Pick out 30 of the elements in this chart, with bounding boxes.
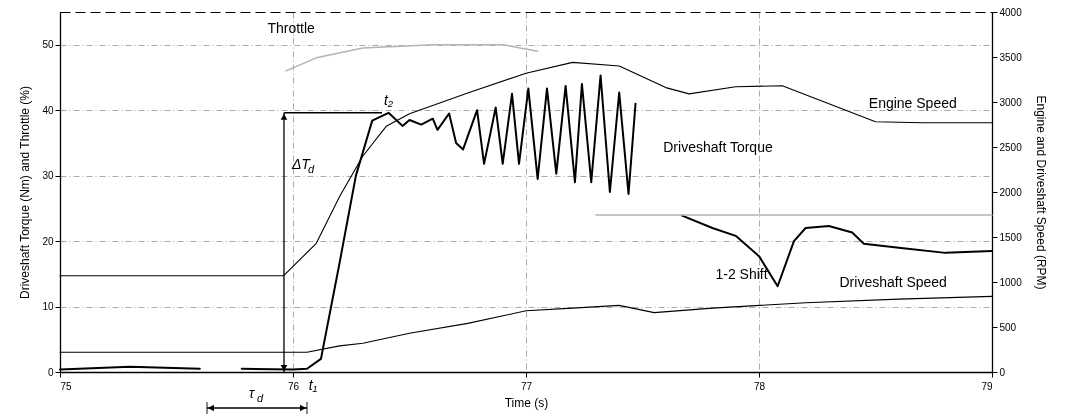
y2-tick-label: 0 <box>999 366 1006 378</box>
annotation: 1-2 Shift <box>715 266 768 283</box>
x-tick-label: 78 <box>753 380 766 392</box>
y2-tick-label: 1500 <box>999 231 1023 243</box>
x-tick-label: 79 <box>981 380 993 392</box>
x-tick-label: 76 <box>287 380 300 392</box>
y-tick-label: 20 <box>42 235 54 247</box>
y2-tick-label: 1000 <box>999 276 1023 288</box>
y2-tick-label: 500 <box>999 321 1017 333</box>
annotation: t₁ <box>308 377 318 393</box>
series-label: Throttle <box>267 19 316 36</box>
y2-tick-label: 3000 <box>999 96 1023 108</box>
y-tick-label: 10 <box>42 301 54 313</box>
annotation: t₂ <box>383 91 394 108</box>
series-label: Engine Speed <box>868 95 957 112</box>
x-tick-label: 77 <box>520 380 533 392</box>
x-tick-label: 75 <box>60 380 73 392</box>
y2-tick-label: 2000 <box>999 186 1023 198</box>
y2-tick-label: 2500 <box>999 141 1023 153</box>
y-tick-label: 40 <box>42 104 54 116</box>
y2-axis-title: Engine and Driveshaft Speed (RPM) <box>1033 95 1048 290</box>
y-tick-label: 30 <box>42 170 54 182</box>
y2-tick-label: 4000 <box>999 6 1023 18</box>
y-tick-label: 0 <box>47 366 54 378</box>
y2-tick-label: 3500 <box>999 51 1023 63</box>
text: Driveshaft Torque <box>663 139 773 156</box>
x-axis-title: Time (s) <box>504 395 549 410</box>
y-tick-label: 50 <box>42 39 54 51</box>
series-label: Driveshaft Speed <box>839 274 947 291</box>
y-axis-title: Driveshaft Torque (Nm) and Throttle (%) <box>18 86 33 299</box>
